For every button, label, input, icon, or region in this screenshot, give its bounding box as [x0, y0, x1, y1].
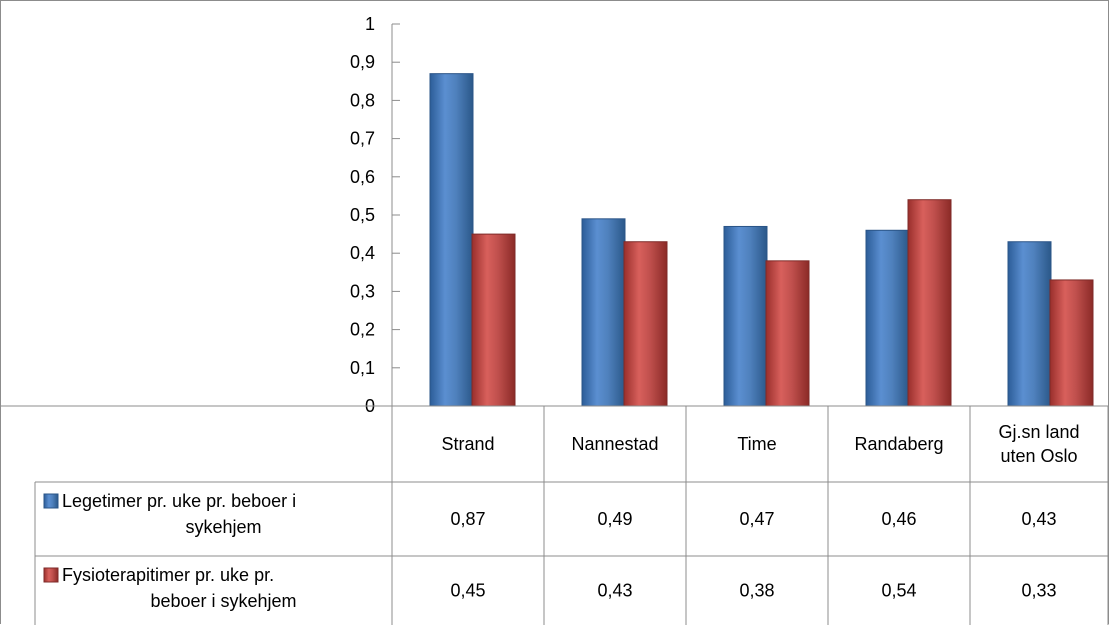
y-tick-label: 0,3	[350, 281, 375, 301]
legend-key-fysioterapitimer	[43, 567, 59, 583]
data-table: Strand Nannestad Time Randaberg Gj.sn land ut…	[0, 405, 1109, 625]
bar-fysioterapitimer	[623, 241, 668, 407]
bar-legetimer	[429, 73, 474, 407]
table-value: 0,43	[1021, 509, 1056, 529]
y-tick-label: 0,5	[350, 205, 375, 225]
legend-label: Legetimer pr. uke pr. beboer i	[62, 491, 296, 511]
bars-layer	[429, 73, 1094, 407]
axis-layer: 00,10,20,30,40,50,60,70,80,91	[350, 14, 400, 416]
y-tick-label: 0,6	[350, 167, 375, 187]
table-value: 0,47	[739, 509, 774, 529]
category-label: Time	[737, 434, 776, 454]
table-value: 0,45	[450, 581, 485, 601]
table-value: 0,33	[1021, 581, 1056, 601]
y-tick-label: 0,8	[350, 90, 375, 110]
y-tick-label: 0,7	[350, 129, 375, 149]
y-tick-label: 0,2	[350, 320, 375, 340]
category-label: uten Oslo	[1000, 446, 1077, 466]
category-label: Nannestad	[571, 434, 658, 454]
legend-label: beboer i sykehjem	[150, 591, 296, 611]
category-label: Strand	[441, 434, 494, 454]
table-value: 0,54	[881, 581, 916, 601]
y-tick-label: 0,1	[350, 358, 375, 378]
bar-fysioterapitimer	[765, 260, 810, 407]
legend-key-legetimer	[43, 493, 59, 509]
table-value: 0,87	[450, 509, 485, 529]
table-value: 0,43	[597, 581, 632, 601]
table-value: 0,38	[739, 581, 774, 601]
category-label: Gj.sn land	[998, 422, 1079, 442]
bar-fysioterapitimer	[907, 199, 952, 407]
category-label: Randaberg	[854, 434, 943, 454]
table-value: 0,49	[597, 509, 632, 529]
legend-label: Fysioterapitimer pr. uke pr.	[62, 565, 274, 585]
y-tick-label: 0,4	[350, 243, 375, 263]
y-tick-label: 0,9	[350, 52, 375, 72]
bar-legetimer	[865, 229, 910, 407]
table-value: 0,46	[881, 509, 916, 529]
y-tick-label: 1	[365, 14, 375, 34]
bar-legetimer	[581, 218, 626, 407]
legend-label: sykehjem	[185, 517, 261, 537]
bar-legetimer	[1007, 241, 1052, 407]
bar-legetimer	[723, 225, 768, 407]
bar-fysioterapitimer	[471, 233, 516, 407]
bar-fysioterapitimer	[1049, 279, 1094, 407]
